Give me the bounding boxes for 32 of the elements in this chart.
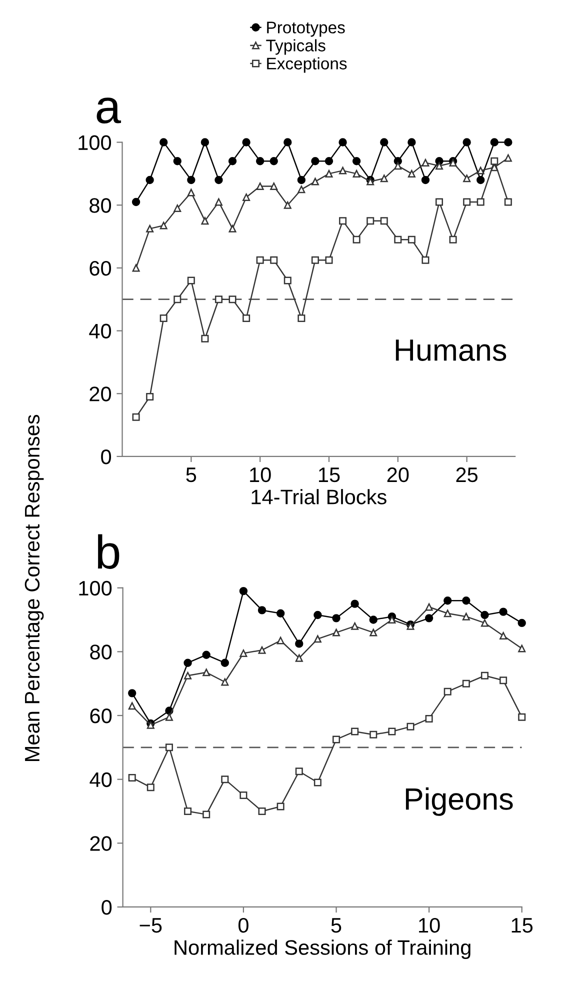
- y-tick-label: 40: [90, 772, 112, 788]
- legend-label: Prototypes: [267, 22, 345, 37]
- y-tick-label: 60: [90, 260, 112, 276]
- chart-title: b: [98, 534, 120, 569]
- chart-title: a: [96, 98, 122, 124]
- y-tick-label: 80: [90, 198, 112, 213]
- y-tick-label: 40: [89, 324, 112, 339]
- y-tick-label: 60: [90, 708, 112, 724]
- y-tick-label: 0: [101, 449, 112, 464]
- annotation: Pigeons: [406, 787, 513, 816]
- x-tick-label: 10: [419, 918, 440, 933]
- x-tick-label: 15: [512, 918, 533, 933]
- legend-label: Typicals: [266, 39, 326, 55]
- x-tick-label: 20: [387, 467, 409, 482]
- x-tick-label: 10: [250, 467, 271, 482]
- y-tick-label: 20: [90, 836, 112, 851]
- x-axis-title: 14-Trial Blocks: [252, 489, 386, 504]
- x-tick-label: 25: [456, 467, 478, 482]
- y-tick-label: 100: [79, 580, 112, 596]
- legend-label: Exceptions: [267, 57, 347, 73]
- x-tick-label: 5: [186, 468, 196, 482]
- x-tick-label: 5: [331, 918, 342, 933]
- y-tick-label: 20: [90, 386, 112, 402]
- x-tick-label: −5: [140, 918, 162, 933]
- x-axis-title: Normalized Sessions of Training: [174, 940, 470, 960]
- x-tick-label: 0: [238, 918, 248, 933]
- y-tick-label: 0: [102, 900, 112, 915]
- y-axis-title: Mean Percentage Correct Responses: [24, 414, 44, 761]
- annotation: Humans: [396, 340, 506, 361]
- y-tick-label: 100: [78, 135, 112, 150]
- x-tick-label: 15: [319, 468, 340, 482]
- y-tick-label: 80: [90, 644, 112, 660]
